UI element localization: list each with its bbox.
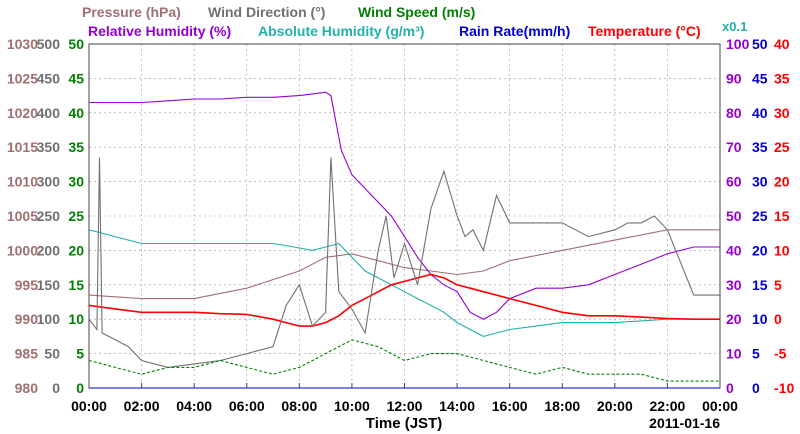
y-tick-rain-rate: 40 [752, 105, 768, 121]
y-tick-relative-humidity: 100 [726, 36, 750, 52]
x-axis-label: Time (JST) [366, 415, 442, 432]
plot-grid [89, 44, 720, 388]
y-tick-wind-speed: 45 [68, 70, 84, 86]
series-wind-speed [88, 339, 720, 382]
y-tick-pressure: 1025 [7, 70, 38, 86]
x-tick-label: 14:00 [439, 398, 475, 414]
y-tick-rain-rate: 10 [752, 311, 768, 327]
series-relative-humidity [89, 91, 720, 320]
y-tick-wind-direction: 250 [37, 208, 61, 224]
y-tick-rain-rate: 50 [752, 36, 768, 52]
legend-relative-humidity: Relative Humidity (%) [88, 23, 231, 39]
y-tick-temperature: 5 [774, 277, 782, 293]
y-tick-relative-humidity: 50 [726, 208, 742, 224]
y-tick-temperature: 30 [774, 105, 790, 121]
scale-note-x01: x0.1 [722, 19, 747, 34]
y-tick-rain-rate: 0 [752, 380, 760, 396]
y-tick-temperature: 20 [774, 174, 790, 190]
y-tick-wind-direction: 450 [37, 70, 61, 86]
y-tick-pressure: 1005 [7, 208, 38, 224]
legend-pressure: Pressure (hPa) [82, 4, 181, 20]
y-tick-relative-humidity: 60 [726, 174, 742, 190]
x-tick-label: 04:00 [176, 398, 212, 414]
y-tick-rain-rate: 5 [752, 346, 760, 362]
y-tick-wind-direction: 400 [37, 105, 61, 121]
y-tick-pressure: 980 [15, 380, 39, 396]
y-tick-relative-humidity: 40 [726, 242, 742, 258]
y-tick-pressure: 1030 [7, 36, 38, 52]
series-absolute-humidity [88, 229, 720, 337]
y-axes: 9809859909951000100510101015102010251030… [7, 36, 795, 396]
y-tick-wind-speed: 15 [68, 277, 84, 293]
y-tick-pressure: 985 [15, 346, 39, 362]
y-tick-wind-speed: 50 [68, 36, 84, 52]
x-tick-label: 00:00 [702, 398, 738, 414]
x-tick-label: 02:00 [124, 398, 160, 414]
y-tick-wind-direction: 150 [37, 277, 61, 293]
y-tick-wind-speed: 5 [76, 346, 84, 362]
y-tick-wind-speed: 35 [68, 139, 84, 155]
x-tick-label: 18:00 [544, 398, 580, 414]
y-tick-pressure: 1000 [7, 242, 38, 258]
y-tick-wind-direction: 300 [37, 174, 61, 190]
y-tick-wind-direction: 100 [37, 311, 61, 327]
y-tick-relative-humidity: 0 [726, 380, 734, 396]
y-tick-wind-direction: 500 [37, 36, 61, 52]
y-tick-wind-direction: 200 [37, 242, 61, 258]
x-tick-label: 06:00 [229, 398, 265, 414]
x-tick-label: 00:00 [71, 398, 107, 414]
y-tick-rain-rate: 25 [752, 208, 768, 224]
legend-temperature: Temperature (°C) [588, 23, 701, 39]
y-tick-temperature: 35 [774, 70, 790, 86]
y-tick-wind-speed: 10 [68, 311, 84, 327]
y-tick-relative-humidity: 10 [726, 346, 742, 362]
y-tick-wind-direction: 50 [44, 346, 60, 362]
x-axis: 00:00 02:00 04:00 06:00 08:00 10:00 12:00 14:00… [71, 383, 738, 414]
legend-rain-rate: Rain Rate(mm/h) [459, 23, 570, 39]
series-pressure [88, 229, 720, 300]
y-tick-relative-humidity: 90 [726, 70, 742, 86]
date-label: 2011-01-16 [649, 415, 720, 431]
y-tick-rain-rate: 45 [752, 70, 768, 86]
y-tick-temperature: 25 [774, 139, 790, 155]
y-tick-pressure: 1010 [7, 174, 38, 190]
x-tick-label: 22:00 [650, 398, 686, 414]
y-tick-temperature: -5 [774, 346, 787, 362]
x-tick-label: 20:00 [597, 398, 633, 414]
y-tick-rain-rate: 35 [752, 139, 768, 155]
y-tick-rain-rate: 20 [752, 242, 768, 258]
legend-wind-speed: Wind Speed (m/s) [358, 4, 475, 20]
y-tick-rain-rate: 15 [752, 277, 768, 293]
y-tick-wind-speed: 0 [76, 380, 84, 396]
y-tick-wind-speed: 20 [68, 242, 84, 258]
series-temperature [88, 273, 720, 327]
y-tick-temperature: 10 [774, 242, 790, 258]
y-tick-wind-direction: 350 [37, 139, 61, 155]
y-tick-temperature: 0 [774, 311, 782, 327]
y-tick-wind-direction: 0 [52, 380, 60, 396]
x-tick-label: 12:00 [387, 398, 423, 414]
y-tick-pressure: 995 [15, 277, 39, 293]
x-tick-label: 10:00 [334, 398, 370, 414]
y-tick-relative-humidity: 30 [726, 277, 742, 293]
y-tick-relative-humidity: 80 [726, 105, 742, 121]
legend-absolute-humidity: Absolute Humidity (g/m³) [258, 23, 424, 39]
x-tick-label: 08:00 [281, 398, 317, 414]
y-tick-pressure: 990 [15, 311, 39, 327]
y-tick-wind-speed: 30 [68, 174, 84, 190]
y-tick-temperature: 15 [774, 208, 790, 224]
y-tick-pressure: 1015 [7, 139, 38, 155]
y-tick-rain-rate: 30 [752, 174, 768, 190]
y-tick-temperature: 40 [774, 36, 790, 52]
legend-wind-direction: Wind Direction (°) [208, 4, 325, 20]
x-tick-label: 16:00 [492, 398, 528, 414]
y-tick-relative-humidity: 70 [726, 139, 742, 155]
y-tick-pressure: 1020 [7, 105, 38, 121]
y-tick-relative-humidity: 20 [726, 311, 742, 327]
y-tick-wind-speed: 40 [68, 105, 84, 121]
y-tick-temperature: -10 [774, 380, 794, 396]
y-tick-wind-speed: 25 [68, 208, 84, 224]
